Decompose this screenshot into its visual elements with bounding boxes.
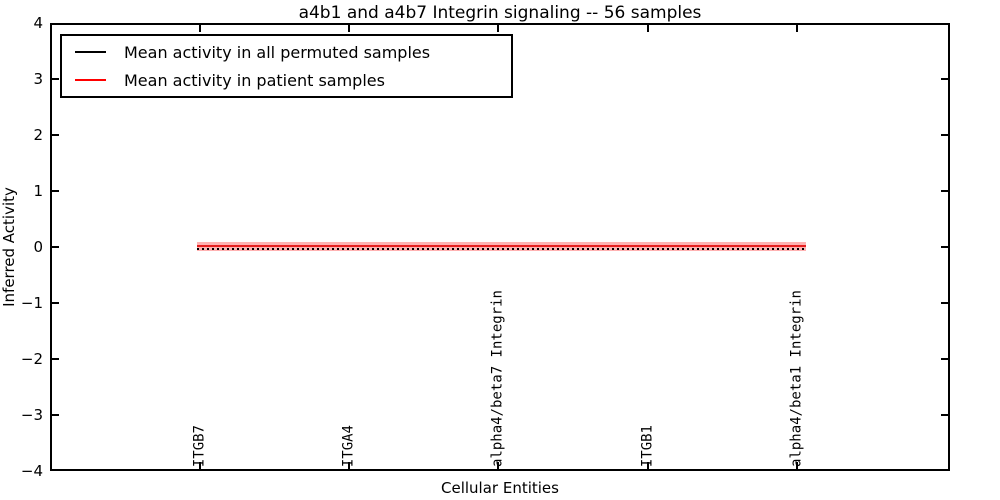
xtick-label-alpha4-beta1-integrin: alpha4/beta1 Integrin — [788, 289, 805, 467]
xtick-label-itgb7: ITGB7 — [191, 424, 208, 467]
ytick-mark-right — [941, 302, 948, 304]
ytick-label-0: 0 — [33, 238, 43, 256]
xtick-mark-top — [497, 25, 499, 32]
legend-label-permuted: Mean activity in all permuted samples — [124, 42, 431, 62]
xtick-mark-top — [796, 25, 798, 32]
patient-mean-line — [197, 245, 806, 247]
chart-title: a4b1 and a4b7 Integrin signaling -- 56 s… — [298, 3, 702, 23]
legend-row-patient: Mean activity in patient samples — [62, 70, 511, 90]
ytick-mark-left — [52, 302, 59, 304]
ytick-label-neg2: −2 — [20, 350, 43, 368]
red-line-sample-icon — [75, 79, 106, 81]
ytick-label-1: 1 — [33, 182, 43, 200]
xtick-label-itgb1: ITGB1 — [639, 424, 656, 467]
legend-row-permuted: Mean activity in all permuted samples — [62, 42, 511, 62]
ytick-mark-left — [52, 246, 59, 248]
xtick-mark-bottom — [348, 462, 350, 469]
ytick-label-neg3: −3 — [20, 406, 43, 424]
ytick-mark-right — [941, 134, 948, 136]
ytick-label-neg1: −1 — [20, 294, 43, 312]
ytick-mark-right — [941, 414, 948, 416]
ytick-mark-left — [52, 414, 59, 416]
ytick-mark-left — [52, 134, 59, 136]
ytick-label-neg4: −4 — [20, 462, 43, 480]
ytick-label-3: 3 — [33, 70, 43, 88]
xtick-mark-top — [647, 25, 649, 32]
ytick-mark-right — [941, 358, 948, 360]
ytick-mark-right — [941, 190, 948, 192]
x-axis-label: Cellular Entities — [441, 479, 559, 497]
ytick-mark-left — [52, 78, 59, 80]
ytick-mark-left — [52, 190, 59, 192]
xtick-mark-bottom — [796, 462, 798, 469]
xtick-mark-bottom — [647, 462, 649, 469]
xtick-label-itga4: ITGA4 — [340, 424, 357, 467]
xtick-mark-top — [348, 25, 350, 32]
black-line-sample-icon — [75, 51, 106, 53]
permuted-mean-line — [197, 248, 806, 250]
ytick-label-4: 4 — [33, 14, 43, 32]
ytick-mark-right — [941, 246, 948, 248]
xtick-mark-bottom — [497, 462, 499, 469]
xtick-mark-top — [199, 25, 201, 32]
legend: Mean activity in all permuted samples Me… — [60, 34, 513, 98]
y-axis-label: Inferred Activity — [0, 187, 18, 307]
xtick-label-alpha4-beta7-integrin: alpha4/beta7 Integrin — [489, 289, 506, 467]
ytick-mark-right — [941, 78, 948, 80]
xtick-mark-bottom — [199, 462, 201, 469]
ytick-label-2: 2 — [33, 126, 43, 144]
ytick-mark-left — [52, 358, 59, 360]
legend-label-patient: Mean activity in patient samples — [124, 70, 385, 90]
